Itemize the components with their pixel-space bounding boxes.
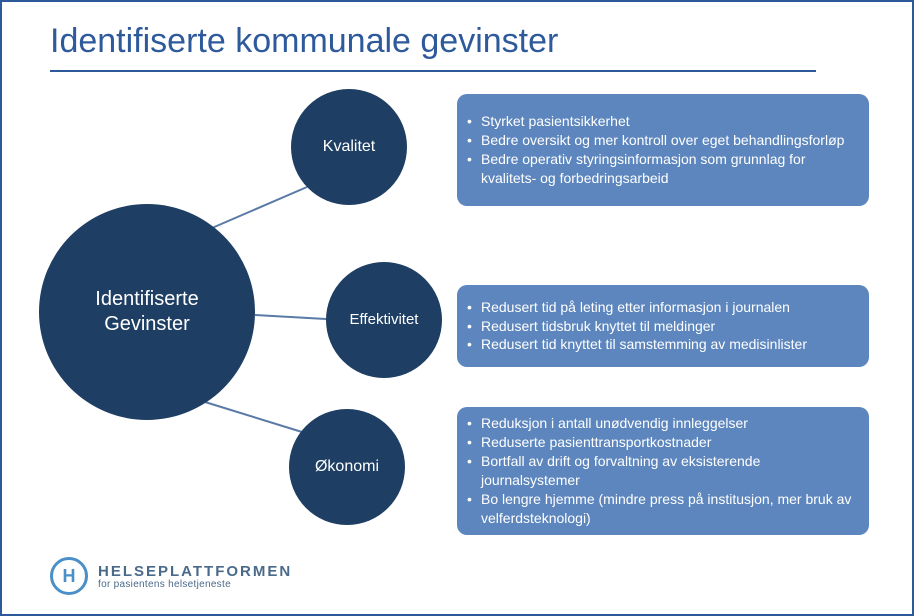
logo-letter: H bbox=[63, 566, 76, 587]
bullet-list: Redusert tid på leting etter informasjon… bbox=[457, 288, 821, 365]
circle-effektivitet: Effektivitet bbox=[326, 262, 442, 378]
bullet-item: Bo lengre hjemme (mindre press på instit… bbox=[481, 490, 855, 528]
box-kvalitet: Styrket pasientsikkerhetBedre oversikt o… bbox=[457, 94, 869, 206]
title-underline bbox=[50, 70, 816, 72]
bullet-item: Bedre oversikt og mer kontroll over eget… bbox=[481, 131, 855, 150]
bullet-item: Redusert tid på leting etter informasjon… bbox=[481, 298, 807, 317]
slide: Identifiserte kommunale gevinster Identi… bbox=[0, 0, 914, 616]
box-okonomi: Reduksjon i antall unødvendig innleggels… bbox=[457, 407, 869, 535]
logo-brand: HELSEPLATTFORMEN bbox=[98, 563, 292, 580]
circle-kvalitet: Kvalitet bbox=[291, 89, 407, 205]
page-title: Identifiserte kommunale gevinster bbox=[50, 22, 558, 61]
bullet-item: Styrket pasientsikkerhet bbox=[481, 112, 855, 131]
logo-ring-icon: H bbox=[50, 557, 88, 595]
logo-text: HELSEPLATTFORMEN for pasientens helsetje… bbox=[98, 563, 292, 590]
bullet-item: Bedre operativ styringsinformasjon som g… bbox=[481, 150, 855, 188]
box-effektivitet: Redusert tid på leting etter informasjon… bbox=[457, 285, 869, 367]
bullet-item: Reduksjon i antall unødvendig innleggels… bbox=[481, 414, 855, 433]
main-circle-label: IdentifiserteGevinster bbox=[95, 287, 198, 337]
main-circle: IdentifiserteGevinster bbox=[39, 204, 255, 420]
bullet-item: Bortfall av drift og forvaltning av eksi… bbox=[481, 452, 855, 490]
circle-label: Økonomi bbox=[315, 457, 379, 477]
circle-okonomi: Økonomi bbox=[289, 409, 405, 525]
bullet-item: Redusert tid knyttet til samstemming av … bbox=[481, 335, 807, 354]
circle-label: Kvalitet bbox=[323, 137, 375, 157]
logo: H HELSEPLATTFORMEN for pasientens helset… bbox=[50, 557, 292, 595]
bullet-item: Reduserte pasienttransportkostnader bbox=[481, 433, 855, 452]
logo-tagline: for pasientens helsetjeneste bbox=[98, 579, 292, 590]
bullet-list: Styrket pasientsikkerhetBedre oversikt o… bbox=[457, 102, 869, 198]
bullet-list: Reduksjon i antall unødvendig innleggels… bbox=[457, 404, 869, 537]
bullet-item: Redusert tidsbruk knyttet til meldinger bbox=[481, 317, 807, 336]
circle-label: Effektivitet bbox=[350, 311, 419, 330]
